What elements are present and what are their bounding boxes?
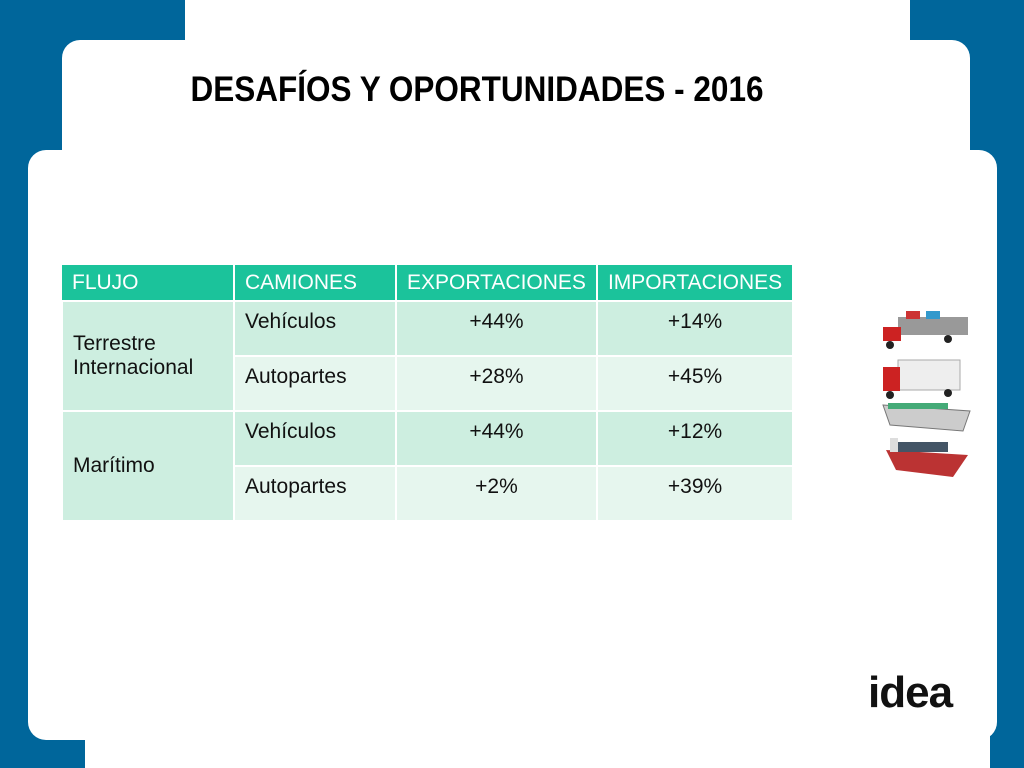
header-row: FLUJO CAMIONES EXPORTACIONES IMPORTACIONES [62,265,795,302]
bg-bottom [85,600,990,768]
title: DESAFÍOS Y OPORTUNIDADES - 2016 [190,70,764,109]
car-carrier [883,311,968,349]
row: Terrestre Internacional Vehículos +44% +14% [61,300,795,412]
header-cell: FLUJO [62,265,235,302]
header-cell: CAMIONES [234,265,397,302]
flujo-cell: Terrestre Internacional [61,300,235,412]
flujo-cell: Marítimo [61,410,235,522]
value-cell: +12% [595,410,795,467]
header-cell: IMPORTACIONES [596,265,795,302]
value-cell: +44% [395,410,598,467]
row: Marítimo Vehículos +44% +12% [61,410,795,522]
camiones-cell: Autopartes [233,355,397,412]
value-cell: +2% [395,465,598,522]
camiones-cell: Vehículos [233,410,397,467]
camiones-cell: Autopartes [233,465,397,522]
header-cell: EXPORTACIONES [396,265,598,302]
value-cell: +28% [395,355,598,412]
camiones-cell: Vehículos [233,300,397,357]
cargo-ship [886,438,968,477]
row: Autopartes +2% +39% [62,465,795,522]
table: FLUJO CAMIONES EXPORTACIONES IMPORTACIONES T… [61,265,795,522]
value-cell: +14% [595,300,795,357]
value-cell: +44% [395,300,598,357]
value-cell: +45% [595,355,795,412]
icons [882,311,971,477]
row: Autopartes +28% +45% [62,355,795,412]
truck [883,359,961,399]
value-cell: +39% [595,465,795,522]
logo: idea [868,668,953,717]
ship [882,403,971,432]
